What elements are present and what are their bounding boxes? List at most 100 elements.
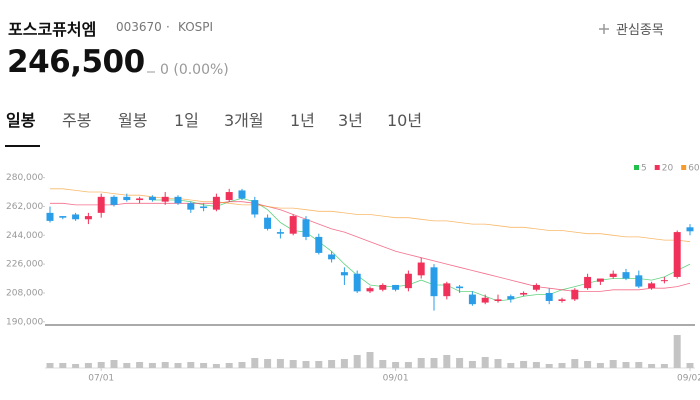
candle-body — [609, 273, 617, 277]
candle-body — [46, 212, 54, 221]
candle-body — [161, 196, 169, 202]
candle-body — [110, 196, 118, 205]
candle-body — [123, 196, 131, 201]
period-tab[interactable]: 월봉 — [118, 111, 148, 130]
period-tab[interactable]: 10년 — [387, 111, 423, 130]
market: KOSPI — [178, 20, 214, 34]
candle-body — [686, 227, 694, 232]
candle-body — [200, 206, 208, 209]
volume-bar — [340, 359, 348, 368]
candle-body — [417, 262, 425, 276]
candle-body — [187, 203, 195, 210]
volume-bar — [392, 362, 400, 368]
volume-bar — [635, 362, 643, 368]
stock-code: 003670 — [116, 20, 162, 34]
volume-bar — [161, 362, 169, 368]
period-tab[interactable]: 1일 — [174, 111, 199, 130]
candle-body — [353, 273, 361, 292]
volume-bar — [417, 358, 425, 368]
volume-bar — [200, 363, 208, 368]
candle-body — [174, 196, 182, 204]
volume-bar — [276, 359, 284, 368]
volume-bar — [174, 363, 182, 368]
volume-bar — [507, 363, 515, 368]
volume-bar — [264, 359, 272, 368]
y-tick-label: 244,000 — [6, 231, 43, 241]
candle-body — [596, 278, 604, 282]
volume-bar — [686, 363, 694, 368]
candle-body — [72, 214, 80, 220]
moving-average-line — [50, 201, 691, 292]
volume-bar — [84, 363, 92, 368]
volume-bar — [494, 359, 502, 368]
candle-body — [225, 192, 233, 201]
y-tick-label: 190,000 — [6, 317, 43, 327]
volume-bar — [315, 361, 323, 368]
period-tab[interactable]: 일봉 — [6, 111, 36, 130]
candle-body — [59, 216, 67, 218]
volume-bar — [302, 361, 310, 368]
candle-body — [136, 198, 144, 201]
volume-bar — [443, 355, 451, 368]
moving-average-line — [152, 197, 691, 302]
period-tab[interactable]: 주봉 — [62, 111, 92, 130]
candle-body — [251, 200, 259, 215]
candle-body — [148, 196, 156, 201]
legend-label: 20 — [662, 164, 674, 174]
candle-body — [443, 283, 451, 297]
candle-body — [660, 280, 668, 282]
volume-bar — [584, 361, 592, 368]
candle-body — [481, 297, 489, 303]
candle-body — [507, 296, 515, 300]
stock-name: 포스코퓨처엠 — [8, 20, 97, 39]
volume-bar — [545, 364, 553, 368]
candle-body — [545, 292, 553, 301]
volume-bar — [571, 359, 579, 368]
volume-bar — [430, 358, 438, 368]
candle-body — [635, 275, 643, 287]
volume-bar — [148, 363, 156, 368]
volume-bar — [558, 363, 566, 368]
period-tab[interactable]: 1년 — [290, 111, 315, 130]
candle-body — [520, 292, 528, 295]
watch-button[interactable]: 관심종목 — [616, 23, 664, 38]
candle-body — [494, 299, 502, 301]
candle-body — [328, 254, 336, 260]
volume-bar — [609, 360, 617, 368]
volume-bar — [648, 364, 656, 368]
volume-bar — [596, 363, 604, 368]
volume-bar — [238, 362, 246, 368]
volume-bar — [187, 362, 195, 368]
period-tab[interactable]: 3개월 — [224, 111, 264, 130]
volume-bar — [366, 352, 374, 368]
candle-body — [430, 267, 438, 297]
candle-body — [315, 236, 323, 253]
volume-bar — [379, 360, 387, 368]
candle-body — [456, 286, 464, 289]
candle-body — [289, 216, 297, 234]
candle-body — [532, 284, 540, 290]
volume-bar — [468, 361, 476, 368]
volume-bar — [520, 361, 528, 368]
separator: · — [166, 20, 170, 34]
volume-bar — [212, 364, 220, 368]
volume-bar — [251, 358, 259, 368]
legend-swatch — [681, 165, 687, 170]
volume-bar — [97, 362, 105, 368]
candle-body — [622, 272, 630, 279]
candle-body — [379, 284, 387, 290]
plus-icon[interactable] — [599, 24, 609, 34]
candle-body — [404, 273, 412, 289]
price: 246,500 — [7, 44, 145, 80]
x-tick-label: 07/01 — [88, 374, 114, 384]
period-tab[interactable]: 3년 — [338, 111, 363, 130]
candle-body — [571, 289, 579, 300]
volume-bar — [59, 363, 67, 368]
volume-bar — [46, 363, 54, 368]
x-tick-label: 09/01 — [383, 374, 409, 384]
candle-body — [392, 284, 400, 290]
volume-bar — [622, 362, 630, 368]
candle-body — [340, 272, 348, 276]
